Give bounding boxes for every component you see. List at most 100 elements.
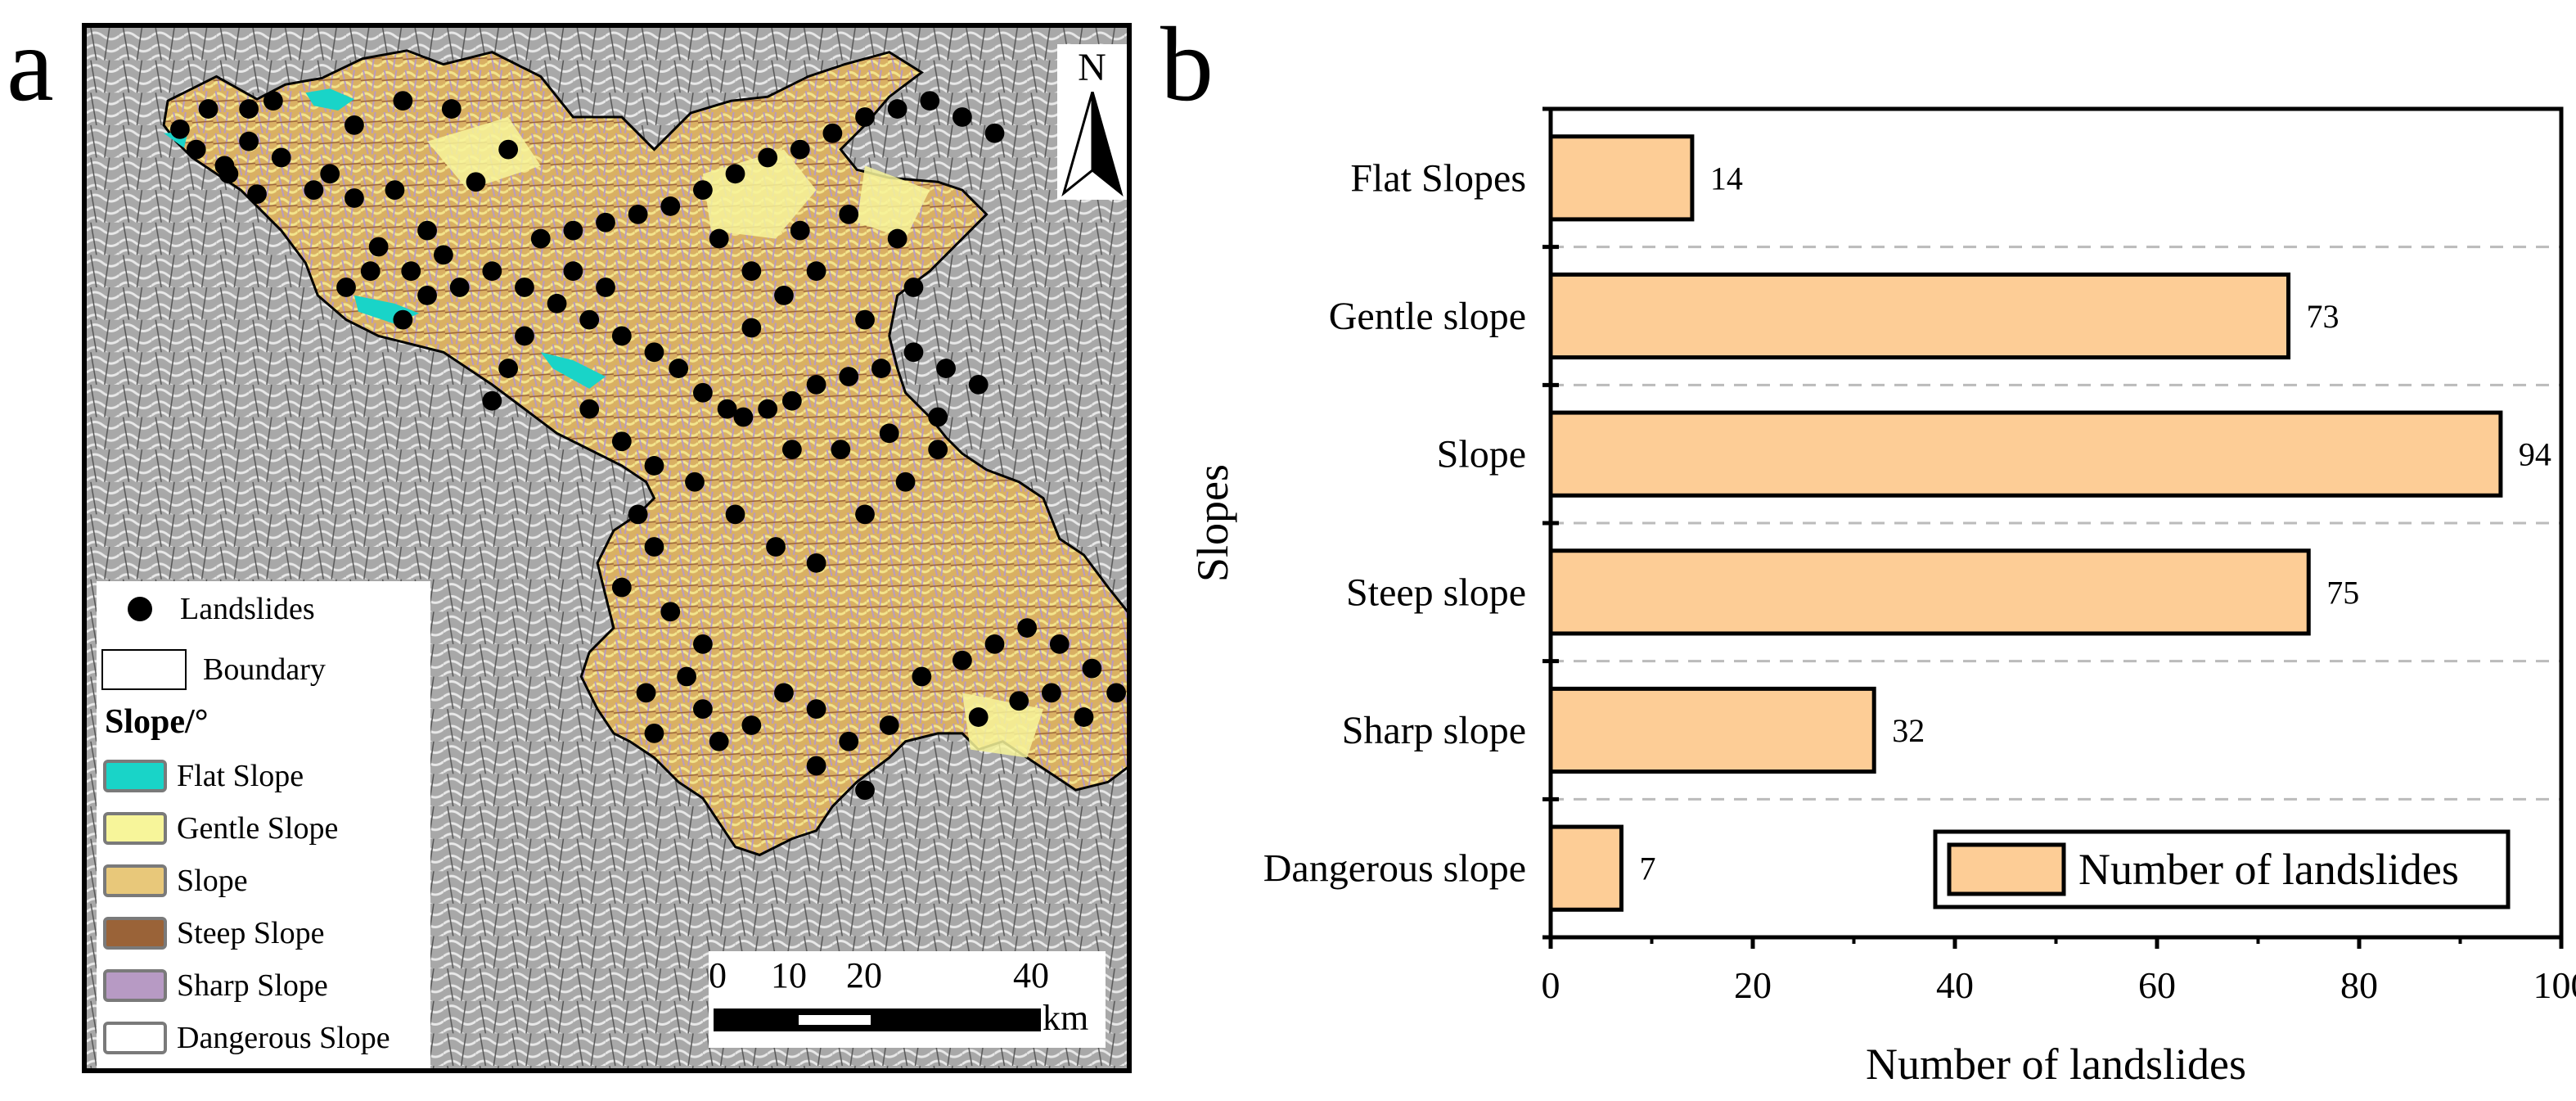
scale-label-0: 0	[709, 955, 727, 995]
landslide-points	[170, 91, 1127, 801]
landslide-point	[263, 91, 283, 111]
landslide-point	[393, 309, 413, 330]
bar	[1548, 548, 2311, 636]
landslide-point	[806, 553, 826, 573]
landslide-point	[879, 715, 899, 735]
landslide-point	[1106, 683, 1127, 703]
landslide-point	[1041, 683, 1061, 703]
landslide-point	[596, 212, 615, 232]
x-tick-label: 0	[1542, 964, 1560, 1006]
legend-slope-item: Steep Slope	[97, 909, 324, 958]
bar	[1548, 686, 1876, 774]
category-label: Dangerous slope	[1263, 847, 1526, 891]
landslide-point	[669, 359, 689, 378]
panel-b-letter: b	[1160, 6, 1214, 124]
landslide-point	[709, 731, 729, 751]
landslide-point	[733, 407, 754, 427]
landslide-point	[855, 504, 875, 525]
panel-a-letter: a	[7, 6, 54, 124]
landslide-point	[336, 278, 356, 297]
landslide-point	[855, 309, 875, 330]
landslide-point	[887, 228, 907, 249]
study-area-boundary	[162, 49, 1127, 857]
flat-slope-area	[305, 88, 354, 111]
legend-slope-swatch	[103, 812, 167, 845]
landslide-point	[515, 326, 534, 346]
landslide-point	[887, 99, 907, 119]
bar	[1548, 134, 1695, 222]
landslide-point	[693, 382, 713, 403]
landslide-point	[806, 699, 826, 720]
legend-slope-swatch	[103, 917, 167, 950]
landslide-point	[806, 261, 826, 282]
category-label: Gentle slope	[1329, 295, 1526, 338]
landslide-point	[855, 780, 875, 801]
landslide-point	[879, 423, 899, 444]
landslide-point	[936, 359, 956, 378]
landslide-point	[984, 634, 1005, 654]
landslide-point	[806, 756, 826, 776]
gentle-slope-area	[427, 116, 541, 191]
landslide-point	[498, 139, 519, 160]
landslide-point	[677, 666, 696, 687]
chart-legend-label: Number of landslides	[2078, 845, 2459, 894]
category-label: Slope	[1437, 433, 1526, 476]
landslide-point	[822, 123, 843, 143]
landslide-point	[611, 431, 632, 452]
landslide-point	[685, 472, 705, 492]
landslide-point	[515, 278, 534, 297]
landslide-point	[781, 390, 802, 411]
landslide-point	[709, 228, 729, 249]
bar	[1548, 410, 2503, 498]
landslide-point	[393, 91, 413, 111]
landslide-point	[741, 715, 762, 735]
landslide-point	[579, 309, 600, 330]
legend-slope-swatch	[103, 760, 167, 792]
x-tick-label: 20	[1734, 964, 1772, 1006]
landslide-point	[871, 359, 891, 378]
landslide-point	[345, 188, 364, 208]
legend-slope-item: Dangerous Slope	[97, 1013, 390, 1063]
bar-value-label: 14	[1710, 160, 1743, 196]
legend-boundary-label: Boundary	[203, 652, 326, 687]
x-ticks: 0 20 40 60 80 100	[1542, 937, 2576, 1006]
landslide-point	[693, 699, 713, 720]
landslide-point	[790, 220, 810, 241]
scale-label-40: 40	[1013, 955, 1049, 995]
bar-value-label: 94	[2519, 436, 2551, 473]
landslide-point	[563, 261, 583, 282]
y-ticks: Flat Slopes Gentle slope Slope Steep slope S…	[1263, 106, 1559, 940]
landslide-point	[628, 504, 648, 525]
landslide-point	[839, 204, 859, 224]
landslide-point	[644, 537, 664, 557]
north-label: N	[1078, 46, 1106, 89]
legend-title: Slope/°	[105, 703, 209, 741]
landslide-point	[758, 147, 778, 168]
landslide-point	[547, 293, 567, 314]
landslide-point	[239, 131, 259, 151]
category-label: Steep slope	[1346, 571, 1526, 614]
landslide-point	[758, 399, 778, 419]
chart-legend-swatch	[1947, 842, 2066, 896]
landslide-point	[968, 707, 989, 727]
legend-slope-swatch	[103, 969, 167, 1002]
landslide-point	[198, 99, 218, 119]
landslide-point	[725, 164, 745, 184]
landslide-point	[774, 286, 794, 305]
category-label: Flat Slopes	[1350, 156, 1526, 200]
category-label: Sharp slope	[1342, 709, 1526, 752]
landslide-point	[895, 472, 916, 492]
legend-slope-item: Flat Slope	[97, 751, 304, 801]
landslide-point	[693, 634, 713, 654]
bar	[1548, 272, 2291, 360]
legend-slope-item: Sharp Slope	[97, 961, 328, 1010]
landslide-point	[304, 180, 324, 201]
chart-grid	[1551, 246, 2561, 801]
landslide-point	[466, 172, 486, 192]
landslide-point	[563, 220, 583, 241]
scale-label-20: 20	[846, 955, 882, 995]
landslide-point	[660, 602, 681, 622]
landslide-point	[498, 359, 519, 378]
landslide-point	[790, 139, 810, 160]
landslide-point	[368, 237, 389, 257]
